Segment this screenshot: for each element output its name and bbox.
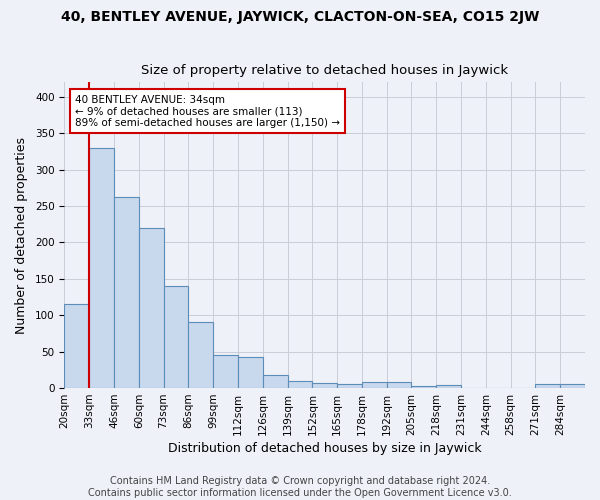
Bar (436, 385, 461, 388)
Bar (238, 357, 263, 388)
Text: Contains HM Land Registry data © Crown copyright and database right 2024.
Contai: Contains HM Land Registry data © Crown c… (88, 476, 512, 498)
Bar (560, 384, 585, 388)
Text: 40, BENTLEY AVENUE, JAYWICK, CLACTON-ON-SEA, CO15 2JW: 40, BENTLEY AVENUE, JAYWICK, CLACTON-ON-… (61, 10, 539, 24)
Y-axis label: Number of detached properties: Number of detached properties (15, 136, 28, 334)
Bar (313, 383, 337, 388)
Bar (287, 381, 313, 388)
Bar (386, 382, 412, 388)
Bar (64, 304, 89, 388)
Bar (263, 375, 287, 388)
Bar (412, 386, 436, 388)
Bar (188, 322, 213, 388)
Bar (89, 148, 114, 388)
Title: Size of property relative to detached houses in Jaywick: Size of property relative to detached ho… (141, 64, 508, 77)
Bar (114, 196, 139, 388)
Bar (337, 384, 362, 388)
Bar (164, 286, 188, 388)
X-axis label: Distribution of detached houses by size in Jaywick: Distribution of detached houses by size … (168, 442, 482, 455)
Bar (362, 382, 386, 388)
Text: 40 BENTLEY AVENUE: 34sqm
← 9% of detached houses are smaller (113)
89% of semi-d: 40 BENTLEY AVENUE: 34sqm ← 9% of detache… (75, 94, 340, 128)
Bar (213, 356, 238, 388)
Bar (535, 384, 560, 388)
Bar (139, 228, 164, 388)
